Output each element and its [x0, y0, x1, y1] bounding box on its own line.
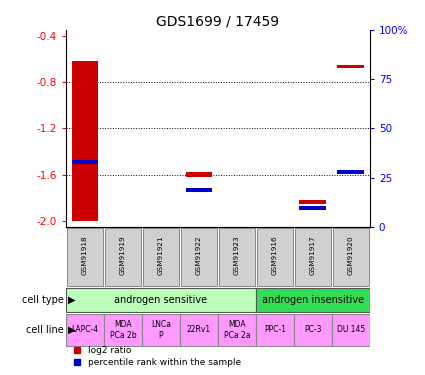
Bar — [337, 170, 364, 174]
Bar — [300, 206, 326, 210]
Text: GSM91923: GSM91923 — [234, 236, 240, 276]
Bar — [71, 160, 98, 164]
Text: LNCa
P: LNCa P — [151, 320, 171, 340]
FancyBboxPatch shape — [181, 228, 217, 286]
Text: GSM91918: GSM91918 — [82, 236, 88, 276]
FancyBboxPatch shape — [332, 228, 369, 286]
Bar — [300, 200, 326, 204]
Text: GSM91916: GSM91916 — [272, 236, 278, 276]
FancyBboxPatch shape — [67, 228, 103, 286]
Text: GSM91919: GSM91919 — [120, 236, 126, 276]
Text: GSM91917: GSM91917 — [310, 236, 316, 276]
Text: MDA
PCa 2b: MDA PCa 2b — [110, 320, 136, 340]
Text: PC-3: PC-3 — [304, 326, 322, 334]
Text: cell type: cell type — [22, 295, 64, 305]
FancyBboxPatch shape — [294, 314, 332, 346]
FancyBboxPatch shape — [180, 314, 218, 346]
Legend: log2 ratio, percentile rank within the sample: log2 ratio, percentile rank within the s… — [71, 342, 244, 370]
Text: GSM91920: GSM91920 — [348, 236, 354, 276]
FancyBboxPatch shape — [332, 314, 370, 346]
Text: DU 145: DU 145 — [337, 326, 365, 334]
Text: ▶: ▶ — [68, 295, 76, 305]
Text: cell line: cell line — [26, 325, 64, 335]
FancyBboxPatch shape — [143, 228, 179, 286]
FancyBboxPatch shape — [295, 228, 331, 286]
Title: GDS1699 / 17459: GDS1699 / 17459 — [156, 15, 279, 29]
FancyBboxPatch shape — [218, 314, 256, 346]
FancyBboxPatch shape — [142, 314, 180, 346]
Bar — [186, 172, 212, 177]
Text: GSM91922: GSM91922 — [196, 236, 202, 276]
FancyBboxPatch shape — [256, 314, 294, 346]
Text: androgen sensitive: androgen sensitive — [114, 295, 207, 305]
Text: MDA
PCa 2a: MDA PCa 2a — [224, 320, 250, 340]
Text: LAPC-4: LAPC-4 — [71, 326, 99, 334]
FancyBboxPatch shape — [66, 288, 256, 312]
Text: PPC-1: PPC-1 — [264, 326, 286, 334]
FancyBboxPatch shape — [104, 314, 142, 346]
FancyBboxPatch shape — [257, 228, 293, 286]
FancyBboxPatch shape — [218, 228, 255, 286]
Text: androgen insensitive: androgen insensitive — [262, 295, 364, 305]
Text: GSM91921: GSM91921 — [158, 236, 164, 276]
FancyBboxPatch shape — [66, 314, 104, 346]
Bar — [337, 65, 364, 68]
Bar — [71, 61, 98, 221]
Bar — [186, 188, 212, 192]
FancyBboxPatch shape — [105, 228, 141, 286]
Text: 22Rv1: 22Rv1 — [187, 326, 211, 334]
FancyBboxPatch shape — [256, 288, 370, 312]
Text: ▶: ▶ — [68, 325, 76, 335]
